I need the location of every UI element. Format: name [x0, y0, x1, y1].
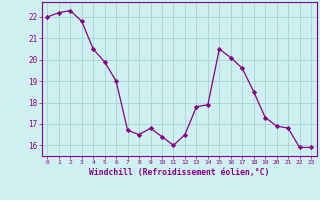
- X-axis label: Windchill (Refroidissement éolien,°C): Windchill (Refroidissement éolien,°C): [89, 168, 269, 177]
